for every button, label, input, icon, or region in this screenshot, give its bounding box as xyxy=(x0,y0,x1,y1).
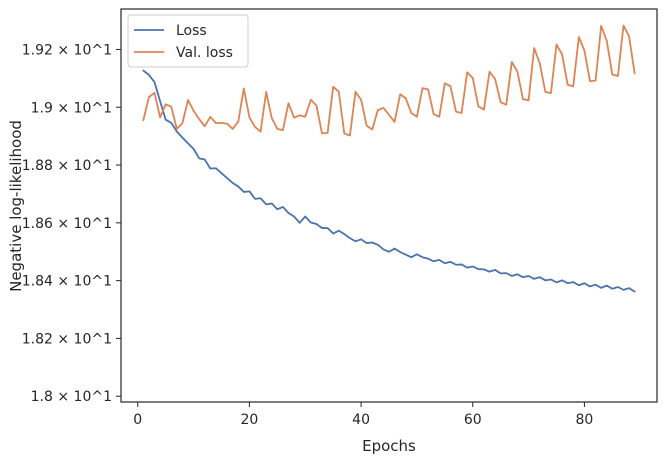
y-axis-ticks: 1.8 × 10^1 1.82 × 10^1 1.84 × 10^1 1.86 × 1… xyxy=(22,42,121,405)
legend-label-val-loss: Val. loss xyxy=(176,45,233,61)
legend-box xyxy=(127,14,249,68)
plot-frame xyxy=(120,8,658,403)
y-tick-label: 1.88 × 10^1 xyxy=(22,158,112,174)
y-tick-label: 1.92 × 10^1 xyxy=(22,42,112,58)
y-axis-label: Negative log-likelihood xyxy=(7,120,25,292)
x-axis-ticks: 0 20 40 60 80 xyxy=(133,402,593,428)
legend-label-loss: Loss xyxy=(176,23,207,39)
y-tick-label: 1.84 × 10^1 xyxy=(22,274,112,290)
x-tick-label: 60 xyxy=(464,412,482,428)
x-tick-label: 40 xyxy=(352,412,370,428)
y-tick-label: 1.86 × 10^1 xyxy=(22,216,112,232)
series-layer xyxy=(142,24,636,293)
y-tick-label: 1.82 × 10^1 xyxy=(22,331,112,347)
x-tick-label: 80 xyxy=(576,412,594,428)
series-line-val-loss xyxy=(142,24,636,137)
x-tick-label: 0 xyxy=(133,412,142,428)
x-axis-label: Epochs xyxy=(362,437,416,455)
legend: Loss Val. loss xyxy=(127,14,249,68)
x-tick-label: 20 xyxy=(241,412,259,428)
y-tick-label: 1.8 × 10^1 xyxy=(31,389,112,405)
y-tick-label: 1.9 × 10^1 xyxy=(31,100,112,116)
series-line-loss xyxy=(142,69,636,293)
